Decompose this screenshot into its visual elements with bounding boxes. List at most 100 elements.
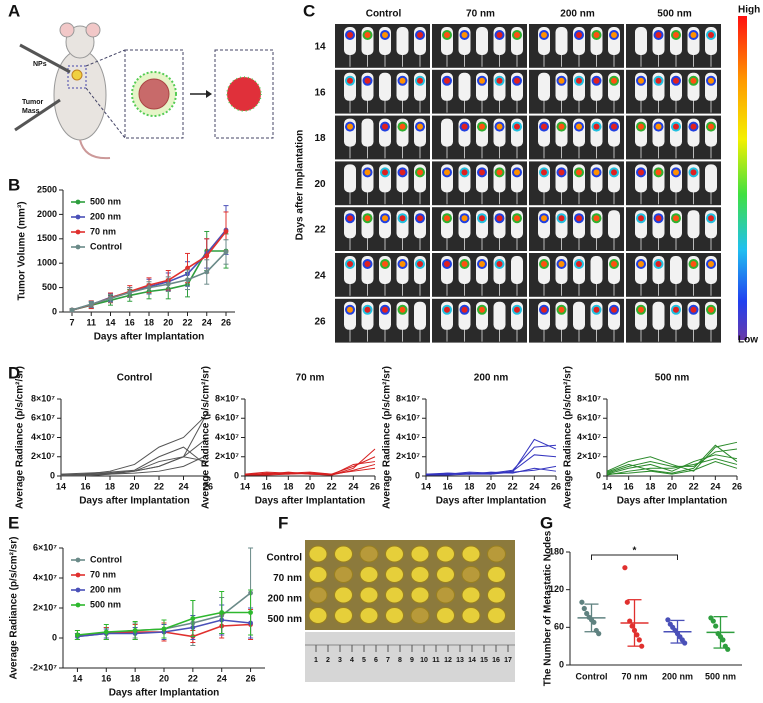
signal [708,261,714,267]
signal [399,215,406,222]
signal [708,215,714,222]
signal [364,261,371,267]
column-label: 70 nm [466,9,495,20]
signal [638,77,644,84]
signal [444,306,450,313]
marker [108,295,113,301]
signal [479,215,485,222]
signal [576,32,582,38]
lung [410,586,430,604]
mouse-ear [59,22,75,38]
x-tick-label: 20 [305,481,315,491]
dot [591,619,597,625]
signal [558,77,565,84]
x-tick-label: 26 [221,317,231,327]
signal [479,77,485,84]
arrow-head [206,90,212,98]
y-tick-label: 4×10⁷ [215,432,239,442]
mouse [590,256,603,284]
lung [334,586,353,604]
marker [204,269,210,275]
mouse [414,301,426,330]
signal [655,32,662,38]
dot [581,605,587,612]
signal [514,169,520,176]
row-label: 20 [314,179,326,190]
signal [399,306,406,313]
colorbar-label: High [738,5,760,16]
x-tick-label: 7 [69,317,74,327]
ruler-label: 12 [444,657,452,664]
signal [496,261,503,267]
x-tick-label: 20 [129,481,139,491]
x-tick-label: 22 [689,481,699,491]
lung [359,545,379,563]
syringe [19,43,71,74]
signal [417,261,423,267]
chart-title: 200 nm [474,373,509,384]
x-tick-label: 18 [464,481,474,491]
legend-marker [75,199,81,205]
signal [496,169,503,176]
signal [558,169,565,176]
signal [593,306,600,313]
x-axis-title: Days after Implantation [94,332,205,343]
chart-title: Control [117,373,153,384]
ruler-label: 3 [338,657,342,664]
mouse [396,27,409,55]
mouse [652,301,665,330]
lung [461,607,481,624]
y-tick-label: 2×10⁷ [31,451,55,461]
x-tick-label: 16 [80,481,90,491]
marker [219,610,225,615]
mouse-body [53,49,107,141]
row-label: 14 [314,42,326,53]
y-tick-label: -2×10⁷ [30,662,57,672]
signal [593,215,600,222]
dot [682,640,688,646]
lung [308,566,328,583]
x-axis-title: Days after Implantation [255,496,366,507]
ruler-label: 2 [326,657,330,664]
signal [611,169,617,176]
signal [593,123,600,130]
signal [593,32,600,38]
y-tick-label: 2500 [37,184,57,194]
mouse [635,27,647,55]
panel-letter: G [540,513,553,532]
signal [417,32,423,38]
y-tick-label: 0 [50,470,55,480]
lung [385,566,404,583]
y-tick-label: 2×10⁷ [577,451,601,461]
x-tick-label: 22 [182,317,192,327]
lung [461,545,481,563]
panel-letter: C [303,1,315,20]
signal [496,123,503,130]
lung [487,586,506,604]
x-tick-label: 22 [327,481,337,491]
signal [576,123,582,130]
signal [461,261,468,267]
signal [364,215,371,222]
signal [496,32,503,38]
lung [308,586,328,604]
y-axis-title: Days after Implantation [295,130,306,241]
lung [487,607,506,624]
signal [638,169,644,176]
signal [690,32,697,38]
signal [399,261,406,267]
marker [103,629,109,635]
signal [708,306,714,313]
lung [334,545,353,563]
y-axis-title: The Number of Metastatic Nodes [543,530,554,686]
signal [558,123,565,130]
y-tick-label: 2×10⁷ [33,602,57,612]
lung [308,545,328,563]
marker [185,277,190,283]
x-tick-label: 22 [188,673,198,683]
lung [461,586,481,604]
signal [708,123,714,130]
y-tick-label: 6×10⁷ [33,542,57,552]
legend-marker [75,229,81,235]
lung [308,607,328,624]
